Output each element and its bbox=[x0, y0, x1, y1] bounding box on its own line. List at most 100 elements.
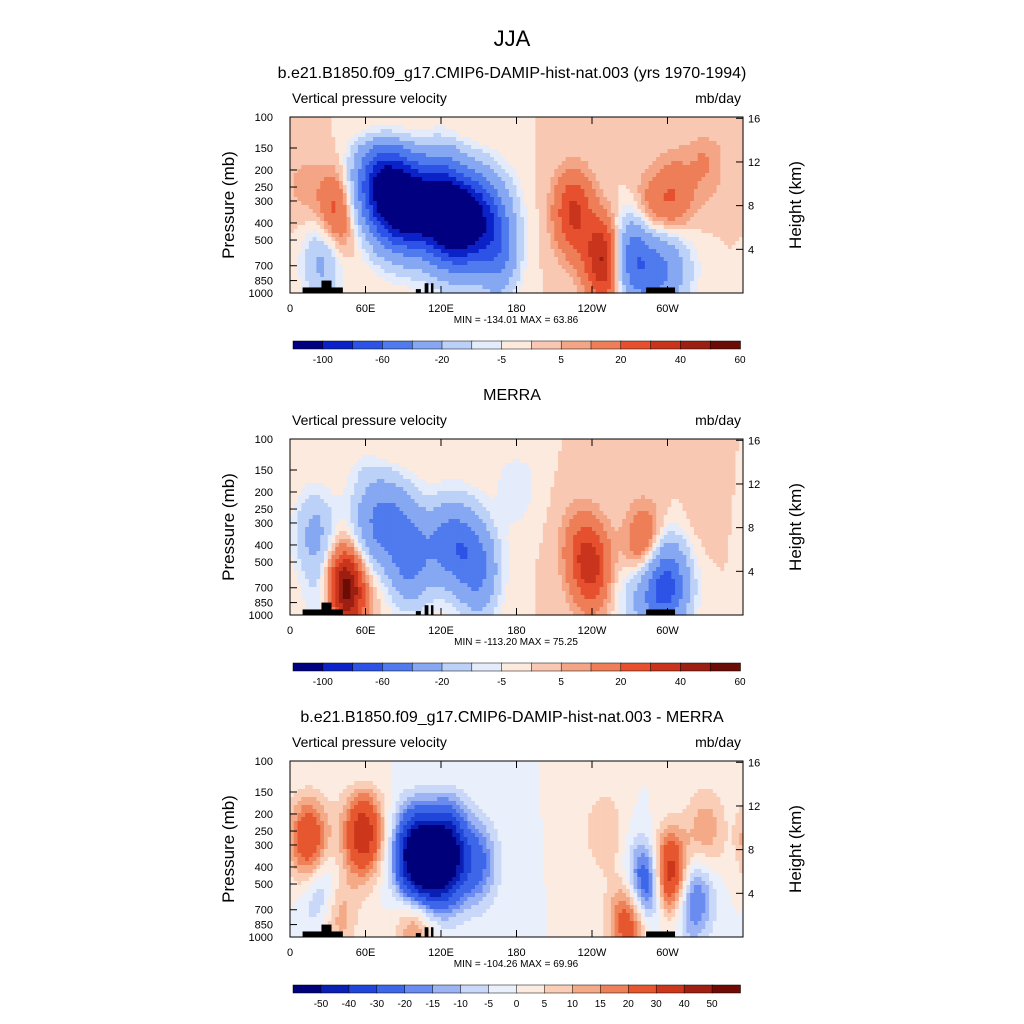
heatmap-cell bbox=[362, 229, 366, 234]
heatmap-cell bbox=[641, 133, 645, 138]
heatmap-cell bbox=[498, 149, 502, 154]
heatmap-cell bbox=[452, 125, 456, 130]
heatmap-cell bbox=[460, 185, 464, 190]
heatmap-cell bbox=[460, 201, 464, 206]
heatmap-cell bbox=[675, 265, 679, 270]
heatmap-cell bbox=[362, 249, 366, 254]
heatmap-cell bbox=[550, 281, 554, 286]
heatmap-cell bbox=[686, 117, 690, 122]
heatmap-cell bbox=[486, 173, 490, 178]
heatmap-cell bbox=[528, 245, 532, 250]
heatmap-cell bbox=[505, 273, 509, 278]
heatmap-cell bbox=[399, 165, 403, 170]
heatmap-cell bbox=[411, 269, 415, 274]
heatmap-cell bbox=[509, 133, 513, 138]
heatmap-cell bbox=[539, 233, 543, 238]
heatmap-cell bbox=[641, 265, 645, 270]
heatmap-cell bbox=[717, 237, 721, 242]
heatmap-cell bbox=[388, 225, 392, 230]
heatmap-cell bbox=[554, 213, 558, 218]
heatmap-cell bbox=[562, 249, 566, 254]
heatmap-cell bbox=[350, 257, 354, 262]
heatmap-cell bbox=[592, 169, 596, 174]
heatmap-cell bbox=[717, 273, 721, 278]
heatmap-cell bbox=[366, 117, 370, 122]
heatmap-cell bbox=[445, 281, 449, 286]
heatmap-cell bbox=[449, 217, 453, 222]
heatmap-cell bbox=[335, 245, 339, 250]
heatmap-cell bbox=[735, 189, 739, 194]
heatmap-cell bbox=[467, 137, 471, 142]
heatmap-cell bbox=[313, 277, 317, 282]
heatmap-cell bbox=[547, 169, 551, 174]
heatmap-cell bbox=[369, 281, 373, 286]
heatmap-cell bbox=[618, 277, 622, 282]
heatmap-cell bbox=[686, 249, 690, 254]
heatmap-cell bbox=[464, 149, 468, 154]
heatmap-cell bbox=[566, 241, 570, 246]
heatmap-cell bbox=[592, 157, 596, 162]
heatmap-cell bbox=[309, 205, 313, 210]
heatmap-cell bbox=[532, 261, 536, 266]
heatmap-cell bbox=[384, 241, 388, 246]
heatmap-cell bbox=[660, 237, 664, 242]
heatmap-cell bbox=[652, 225, 656, 230]
heatmap-cell bbox=[335, 173, 339, 178]
heatmap-cell bbox=[679, 237, 683, 242]
heatmap-cell bbox=[645, 233, 649, 238]
heatmap-cell bbox=[332, 153, 336, 158]
heatmap-cell bbox=[467, 229, 471, 234]
heatmap-cell bbox=[396, 229, 400, 234]
heatmap-cell bbox=[399, 245, 403, 250]
heatmap-cell bbox=[600, 173, 604, 178]
heatmap-cell bbox=[569, 121, 573, 126]
heatmap-cell bbox=[720, 181, 724, 186]
heatmap-cell bbox=[396, 177, 400, 182]
heatmap-cell bbox=[524, 153, 528, 158]
heatmap-cell bbox=[328, 133, 332, 138]
heatmap-cell bbox=[577, 217, 581, 222]
heatmap-cell bbox=[618, 169, 622, 174]
heatmap-cell bbox=[577, 229, 581, 234]
heatmap-cell bbox=[562, 205, 566, 210]
heatmap-cell bbox=[679, 257, 683, 262]
heatmap-cell bbox=[686, 189, 690, 194]
heatmap-cell bbox=[637, 233, 641, 238]
heatmap-cell bbox=[464, 217, 468, 222]
heatmap-cell bbox=[690, 121, 694, 126]
heatmap-cell bbox=[622, 149, 626, 154]
heatmap-cell bbox=[558, 161, 562, 166]
heatmap-cell bbox=[735, 121, 739, 126]
heatmap-cell bbox=[615, 165, 619, 170]
heatmap-cell bbox=[641, 217, 645, 222]
heatmap-cell bbox=[532, 217, 536, 222]
heatmap-cell bbox=[309, 169, 313, 174]
heatmap-cell bbox=[309, 125, 313, 130]
heatmap-cell bbox=[618, 129, 622, 134]
heatmap-cell bbox=[369, 277, 373, 282]
heatmap-cell bbox=[415, 217, 419, 222]
heatmap-cell bbox=[732, 265, 736, 270]
heatmap-cell bbox=[573, 145, 577, 150]
heatmap-cell bbox=[701, 241, 705, 246]
heatmap-cell bbox=[415, 249, 419, 254]
heatmap-cell bbox=[392, 181, 396, 186]
heatmap-cell bbox=[298, 201, 302, 206]
heatmap-cell bbox=[426, 153, 430, 158]
heatmap-cell bbox=[298, 245, 302, 250]
heatmap-cell bbox=[350, 169, 354, 174]
heatmap-cell bbox=[456, 153, 460, 158]
heatmap-cell bbox=[569, 201, 573, 206]
heatmap-cell bbox=[668, 161, 672, 166]
heatmap-cell bbox=[679, 137, 683, 142]
heatmap-cell bbox=[407, 189, 411, 194]
heatmap-cell bbox=[426, 193, 430, 198]
heatmap-cell bbox=[581, 245, 585, 250]
heatmap-cell bbox=[705, 233, 709, 238]
heatmap-cell bbox=[535, 269, 539, 274]
heatmap-cell bbox=[347, 245, 351, 250]
heatmap-cell bbox=[464, 241, 468, 246]
heatmap-cell bbox=[649, 245, 653, 250]
heatmap-cell bbox=[720, 233, 724, 238]
heatmap-cell bbox=[313, 181, 317, 186]
